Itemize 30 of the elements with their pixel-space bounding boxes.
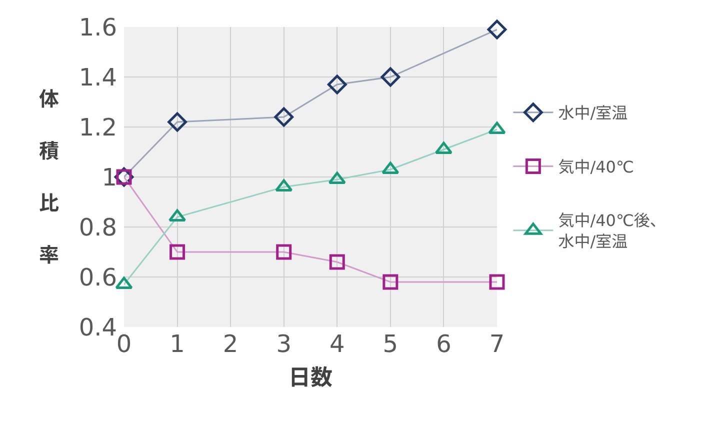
y-tick-label: 1.2 — [78, 113, 117, 142]
x-tick-label: 7 — [489, 330, 505, 358]
y-tick-label: 1 — [102, 163, 117, 192]
text: 体積比率 — [39, 87, 59, 267]
x-tick-label: 3 — [276, 330, 292, 358]
x-axis-title: 日数 — [288, 366, 333, 391]
y-tick-label: 1.4 — [78, 63, 117, 92]
x-tick-label: 0 — [116, 330, 132, 358]
point — [382, 274, 398, 290]
point — [276, 244, 292, 260]
point — [327, 74, 347, 94]
point — [274, 107, 294, 127]
y-tick-label: 0.6 — [78, 263, 117, 292]
x-tick-label: 5 — [382, 330, 398, 358]
x-tick-label: 4 — [330, 330, 345, 358]
point — [168, 112, 187, 132]
legend-label: 気中/40℃後、水中/室温 — [558, 211, 666, 252]
point — [170, 244, 186, 260]
x-tick-label: 2 — [222, 330, 238, 358]
x-tick-label: 1 — [170, 330, 185, 358]
y-tick-label: 0.8 — [78, 213, 117, 242]
point — [487, 20, 507, 40]
x-tick-label: 6 — [436, 330, 452, 358]
legend-label: 水中/室温 — [558, 104, 628, 123]
point — [380, 67, 400, 87]
point — [329, 254, 345, 270]
y-tick-label: 0.4 — [78, 313, 117, 342]
y-tick-label: 1.6 — [78, 13, 117, 42]
point — [489, 274, 505, 290]
legend-label: 気中/40℃ — [558, 157, 634, 176]
